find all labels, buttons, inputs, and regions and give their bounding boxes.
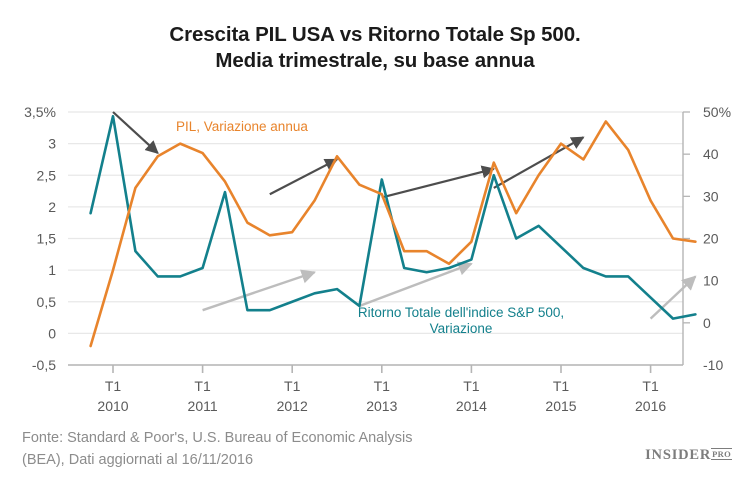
left-axis-tick: 3,5% xyxy=(24,104,56,120)
left-axis-tick: 2,5 xyxy=(37,167,57,183)
x-axis-year-label: 2012 xyxy=(277,398,308,414)
x-axis-year-label: 2010 xyxy=(97,398,128,414)
left-axis-tick: -0,5 xyxy=(32,357,56,373)
right-axis-tick-labels: 50% 40 30 20 10 0 -10 xyxy=(703,104,731,373)
left-axis-tick-labels: 3,5% 3 2,5 2 1,5 1 0,5 0 -0,5 xyxy=(24,104,56,373)
chart-title: Crescita PIL USA vs Ritorno Totale Sp 50… xyxy=(0,22,750,74)
x-axis-quarter-label: T1 xyxy=(105,378,122,394)
trend-up-gdp-2014-2015 xyxy=(493,136,585,189)
chart-title-line-1: Crescita PIL USA vs Ritorno Totale Sp 50… xyxy=(169,23,581,46)
x-axis-quarter-label: T1 xyxy=(463,378,480,394)
series-label-sp500-line-1: Ritorno Totale dell'indice S&P 500, xyxy=(358,305,564,320)
trend-up-gdp-2013-2014 xyxy=(381,165,496,199)
left-axis-tick: 1 xyxy=(48,262,56,278)
right-axis-tick: 20 xyxy=(703,231,719,247)
trend-down-gdp-2010 xyxy=(112,111,159,155)
brand-suffix: PRO xyxy=(711,448,732,460)
right-axis-tick: -10 xyxy=(703,357,723,373)
x-axis-quarter-label: T1 xyxy=(642,378,659,394)
series-line-sp500 xyxy=(89,114,697,320)
series-label-gdp: PIL, Variazione annua xyxy=(176,119,308,134)
left-axis-tick: 3 xyxy=(48,136,56,152)
source-footer: Fonte: Standard & Poor's, U.S. Bureau of… xyxy=(22,427,542,471)
right-axis-tick: 30 xyxy=(703,188,719,204)
x-axis-quarter-label: T1 xyxy=(374,378,391,394)
series-line-gdp xyxy=(89,120,697,348)
gridlines xyxy=(68,111,683,366)
x-axis-quarter-label: T1 xyxy=(194,378,211,394)
right-axis-tick: 10 xyxy=(703,273,719,289)
right-axis-tick: 0 xyxy=(703,315,711,331)
x-axis-year-label: 2015 xyxy=(545,398,576,414)
left-axis-tick: 0 xyxy=(48,325,56,341)
trend-up-sp500-2012-2014 xyxy=(358,261,473,308)
x-axis-year-label: 2014 xyxy=(456,398,487,414)
trend-up-gdp-2011-2012 xyxy=(269,158,339,196)
x-axis-quarter-label: T1 xyxy=(284,378,301,394)
trend-up-sp500-2016 xyxy=(649,275,697,320)
left-axis-tick: 0,5 xyxy=(37,294,57,310)
series-label-sp500-line-2: Variazione xyxy=(430,321,493,336)
brand-name: INSIDER xyxy=(645,447,712,463)
trend-up-sp500-2011-2012 xyxy=(202,269,316,312)
trend-arrows xyxy=(112,111,697,320)
left-axis-tick: 2 xyxy=(48,199,56,215)
x-axis-year-label: 2011 xyxy=(188,398,218,414)
x-axis-tick-labels: T1 2010 T1 2011 T1 2012 T1 2013 T1 2014 T1 2015 T1 20… xyxy=(97,378,666,414)
x-axis-year-label: 2013 xyxy=(366,398,397,414)
right-axis-tick-marks xyxy=(683,111,690,324)
x-axis-tick-marks xyxy=(112,365,652,373)
chart-title-line-2: Media trimestrale, su base annua xyxy=(215,49,535,72)
source-footer-line-1: Fonte: Standard & Poor's, U.S. Bureau of… xyxy=(22,430,413,446)
right-axis-tick: 40 xyxy=(703,146,719,162)
source-footer-line-2: (BEA), Dati aggiornati al 16/11/2016 xyxy=(22,452,254,468)
left-axis-tick: 1,5 xyxy=(37,231,57,247)
x-axis-year-label: 2016 xyxy=(635,398,666,414)
brand-logo: INSIDER PRO xyxy=(645,447,732,465)
right-axis-tick: 50% xyxy=(703,104,731,120)
x-axis-quarter-label: T1 xyxy=(553,378,570,394)
